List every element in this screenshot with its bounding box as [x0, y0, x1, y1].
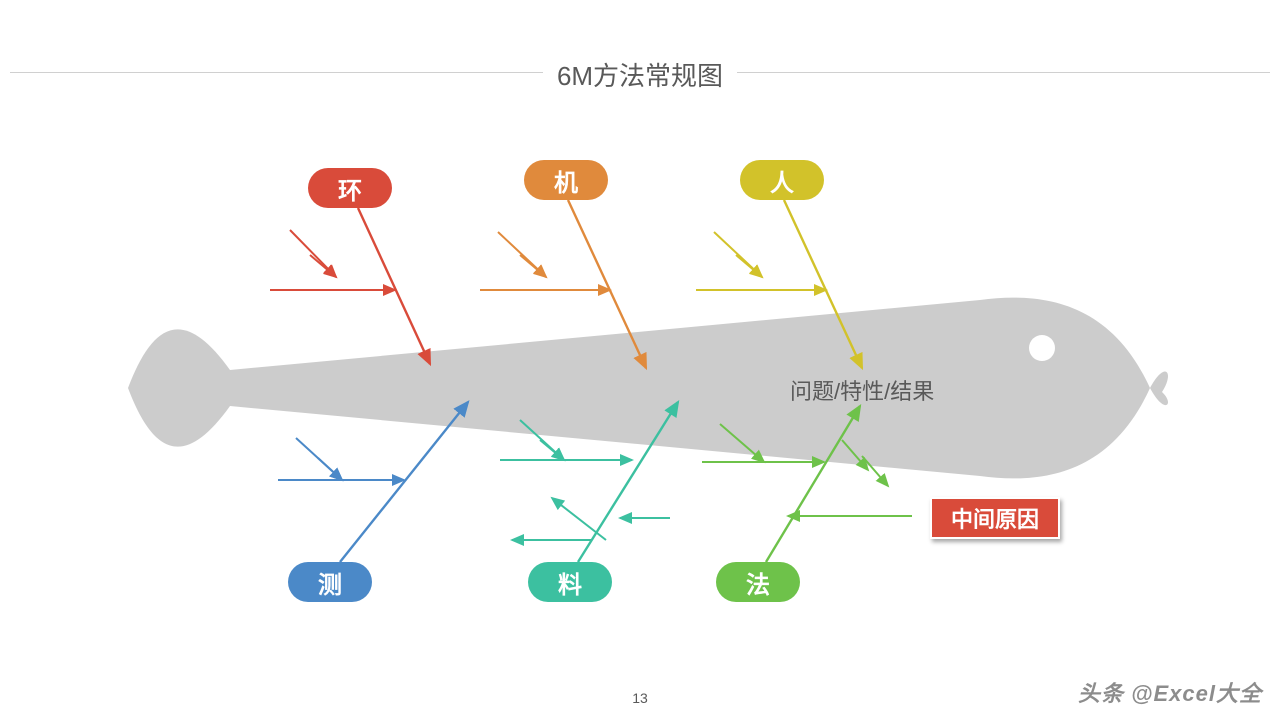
page-title: 6M方法常规图: [543, 56, 737, 93]
category-pill-material: 料: [528, 562, 612, 602]
sub-bone-measure: [318, 458, 342, 480]
bone-measure: [340, 402, 468, 562]
sub-bone-material: [552, 498, 606, 540]
category-pill-measure: 测: [288, 562, 372, 602]
callout-label: 中间原因: [951, 502, 1039, 534]
category-pill-man: 人: [740, 160, 824, 200]
spine-label: 问题/特性/结果: [790, 374, 934, 406]
sub-bone-env: [310, 255, 336, 277]
category-pill-machine: 机: [524, 160, 608, 200]
sub-bone-material: [540, 440, 564, 460]
watermark: 头条 @Excel大全: [1078, 676, 1262, 708]
callout-middle-cause: 中间原因: [930, 497, 1060, 539]
sub-bone-man: [736, 255, 762, 277]
fishbone-canvas: [0, 0, 1280, 720]
category-pill-method: 法: [716, 562, 800, 602]
sub-bone-machine: [520, 255, 546, 277]
category-pill-env: 环: [308, 168, 392, 208]
bone-env: [358, 208, 430, 364]
